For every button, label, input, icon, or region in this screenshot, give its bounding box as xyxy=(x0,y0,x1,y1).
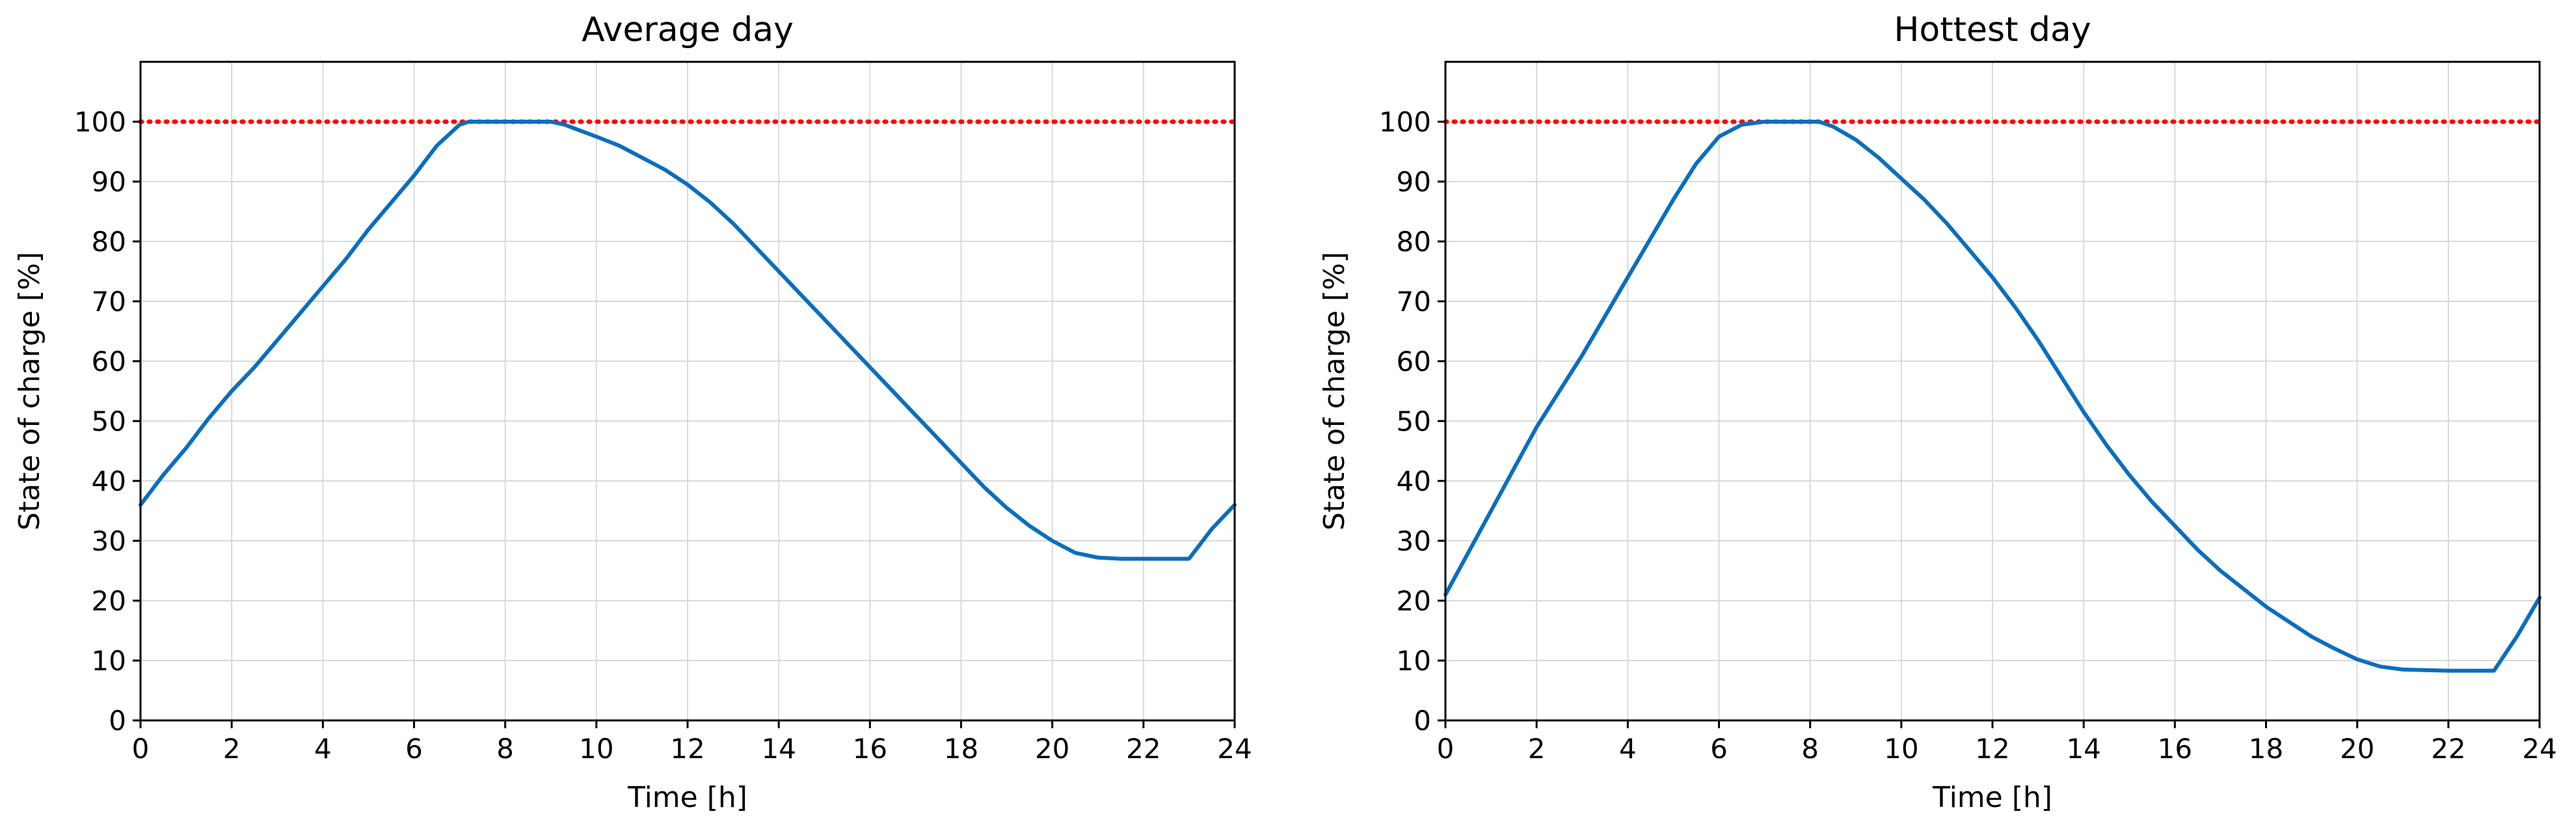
x-tick-label: 2 xyxy=(1528,733,1546,765)
y-axis-label: State of charge [%] xyxy=(13,252,46,530)
y-tick-label: 30 xyxy=(92,525,126,557)
y-tick-label: 0 xyxy=(1414,705,1431,737)
x-axis-label: Time [h] xyxy=(1932,781,2052,814)
soc-series-line xyxy=(1443,120,2542,673)
x-tick-label: 16 xyxy=(2158,733,2192,765)
x-tick-label: 12 xyxy=(1975,733,2009,765)
y-tick-label: 40 xyxy=(1397,465,1431,497)
soc-series-line xyxy=(139,120,1237,561)
x-tick-label: 18 xyxy=(2249,733,2283,765)
x-tick-label: 16 xyxy=(853,733,887,765)
x-tick-label: 14 xyxy=(761,733,796,765)
y-tick-label: 90 xyxy=(1397,166,1431,198)
y-tick-label: 70 xyxy=(1397,286,1431,318)
x-tick-label: 22 xyxy=(2431,733,2465,765)
x-tick-label: 6 xyxy=(1710,733,1728,765)
x-tick-label: 0 xyxy=(1437,733,1455,765)
y-tick-label: 100 xyxy=(74,106,126,138)
y-tick-label: 10 xyxy=(92,645,126,677)
y-tick-label: 50 xyxy=(1397,405,1431,437)
x-tick-label: 18 xyxy=(944,733,978,765)
x-tick-label: 14 xyxy=(2066,733,2100,765)
y-tick-label: 70 xyxy=(92,286,126,318)
x-tick-label: 4 xyxy=(1619,733,1637,765)
y-tick-label: 60 xyxy=(1397,346,1431,377)
x-axis-label: Time [h] xyxy=(627,781,747,814)
y-tick-label: 20 xyxy=(1397,585,1431,617)
y-tick-label: 80 xyxy=(92,226,126,258)
x-tick-label: 4 xyxy=(314,733,332,765)
x-tick-label: 10 xyxy=(1884,733,1918,765)
x-tick-label: 12 xyxy=(670,733,704,765)
y-tick-label: 10 xyxy=(1397,645,1431,677)
y-tick-label: 30 xyxy=(1397,525,1431,557)
y-tick-label: 40 xyxy=(92,465,126,497)
x-tick-label: 8 xyxy=(1801,733,1819,765)
y-axis-label: State of charge [%] xyxy=(1318,252,1351,530)
y-tick-label: 50 xyxy=(92,405,126,437)
x-tick-label: 0 xyxy=(132,733,150,765)
x-tick-label: 24 xyxy=(2522,733,2556,765)
y-tick-label: 0 xyxy=(109,705,126,737)
y-tick-label: 100 xyxy=(1379,106,1431,138)
chart-title: Hottest day xyxy=(1894,10,2091,49)
x-tick-label: 20 xyxy=(1035,733,1069,765)
x-tick-label: 2 xyxy=(223,733,241,765)
chart-title: Average day xyxy=(582,10,794,49)
x-tick-label: 8 xyxy=(496,733,514,765)
x-tick-label: 10 xyxy=(579,733,613,765)
y-tick-label: 60 xyxy=(92,346,126,377)
x-tick-label: 22 xyxy=(1126,733,1161,765)
x-tick-label: 24 xyxy=(1217,733,1252,765)
x-tick-label: 6 xyxy=(405,733,423,765)
y-tick-label: 80 xyxy=(1397,226,1431,258)
x-tick-label: 20 xyxy=(2340,733,2374,765)
y-tick-label: 20 xyxy=(92,585,126,617)
panel-average-day: Average day 0 2 4 6 8 10 12 14 16 18 20 22 240102030… xyxy=(13,10,1252,814)
panel-hottest-day: Hottest day 0 2 4 6 8 10 12 14 16 18 20 22 240102030… xyxy=(1318,10,2557,814)
y-tick-label: 90 xyxy=(92,166,126,198)
